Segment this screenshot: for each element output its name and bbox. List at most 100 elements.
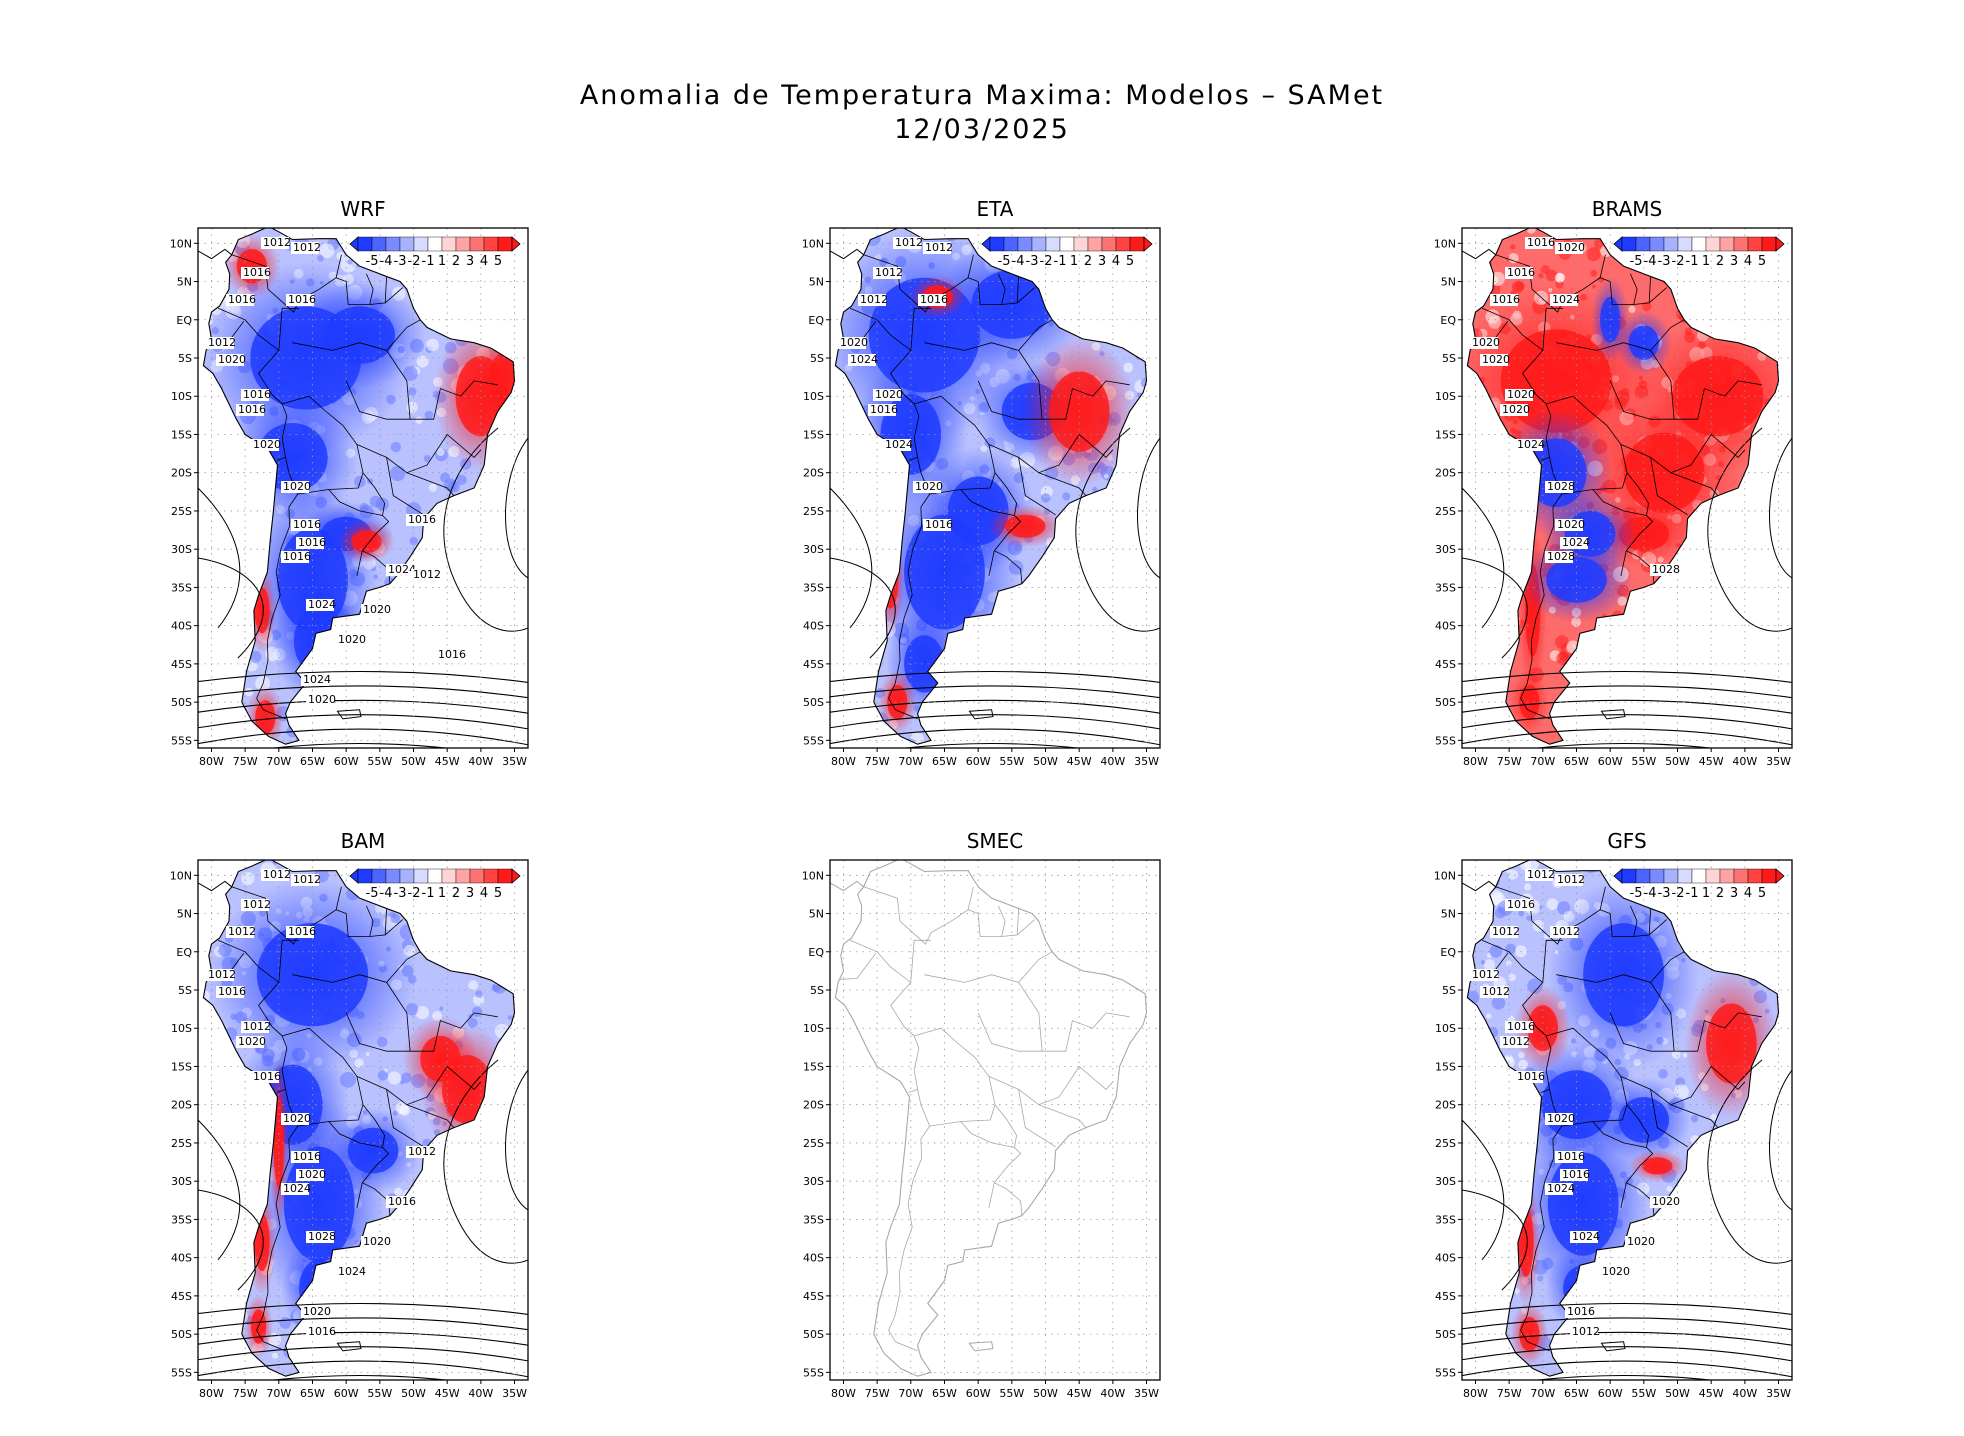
anomaly-speckle [1467, 672, 1468, 678]
lat-label: EQ [1440, 946, 1456, 959]
contour-label: 1016 [1517, 1070, 1545, 1083]
anomaly-speckle [1733, 556, 1744, 567]
anomaly-speckle [1480, 433, 1488, 440]
lat-label: 30S [171, 543, 192, 556]
contour-label: 1020 [238, 1035, 266, 1048]
anomaly-speckle [1573, 719, 1579, 726]
colorbar-label: 1 [438, 254, 446, 269]
anomaly-speckle [1725, 935, 1736, 946]
lon-label: 50W [1665, 1387, 1690, 1400]
anomaly-speckle [1467, 1340, 1473, 1351]
anomaly-speckle [203, 1368, 217, 1377]
anomaly-speckle [1722, 1126, 1737, 1141]
anomaly-speckle [489, 315, 494, 320]
anomaly-speckle [1756, 1236, 1772, 1253]
anomaly-speckle [490, 644, 503, 657]
contour-label-bg [1560, 1169, 1588, 1181]
lat-label: 10S [803, 1022, 824, 1035]
anomaly-speckle [841, 600, 850, 609]
lat-label: 30S [171, 1175, 192, 1188]
anomaly-speckle [460, 1154, 476, 1170]
country-border [1520, 1125, 1563, 1352]
anomaly-speckle [1486, 665, 1499, 679]
anomaly-speckle [1102, 617, 1113, 628]
anomaly-speckle [1526, 502, 1532, 508]
contour-label: 1024 [388, 563, 416, 576]
anomaly-speckle [953, 672, 960, 679]
anomaly-speckle [218, 1209, 232, 1222]
contour-label-bg [216, 354, 244, 366]
lon-label: 40W [1732, 1387, 1757, 1400]
anomaly-speckle [1120, 622, 1133, 635]
country-border [1522, 350, 1552, 461]
anomaly-speckle [347, 672, 362, 687]
anomaly-speckle [1663, 1280, 1671, 1288]
lon-label: 35W [1766, 755, 1791, 768]
anomaly-speckle [470, 591, 479, 600]
anomaly-speckle [227, 1130, 237, 1140]
colorbar-swatch [385, 236, 401, 252]
anomaly-speckle [339, 686, 354, 701]
contour-label: 1020 [303, 1305, 331, 1318]
anomaly-speckle [1489, 944, 1503, 958]
contour-label: 1028 [308, 1230, 336, 1243]
anomaly-speckle [875, 556, 888, 569]
contour-label-bg [336, 1266, 364, 1278]
contour-label: 1016 [438, 648, 466, 661]
contour-label-bg [918, 294, 946, 306]
contour-label-bg [301, 674, 329, 686]
anomaly-speckle [363, 704, 373, 713]
anomaly-speckle [1733, 303, 1745, 314]
isobar-line [268, 742, 451, 748]
anomaly-speckle [258, 1087, 269, 1099]
anomaly-speckle [1715, 1338, 1730, 1352]
anomaly-speckle [835, 656, 839, 667]
anomaly-speckle [244, 687, 254, 697]
anomaly-speckle [1067, 594, 1079, 606]
contour-label: 1024 [283, 1182, 311, 1195]
anomaly-speckle [451, 941, 461, 951]
anomaly-speckle [1132, 285, 1143, 297]
anomaly-speckle [465, 626, 479, 641]
anomaly-speckle [306, 1284, 322, 1299]
colorbar-swatch [1621, 236, 1637, 252]
anomaly-speckle [1592, 284, 1596, 289]
colorbar-label: -3 [1658, 254, 1671, 269]
anomaly-speckle [502, 681, 513, 692]
isobar-line [1707, 427, 1792, 632]
colorbar-label: 1 [1702, 254, 1710, 269]
colorbar-swatch [357, 868, 373, 884]
lat-label: 55S [171, 1366, 192, 1379]
contour-label-bg [286, 926, 314, 938]
anomaly-speckle [1125, 330, 1131, 336]
isobar-line [505, 1069, 528, 1211]
anomaly-speckle [1494, 907, 1506, 919]
anomaly-speckle [511, 924, 515, 937]
contour-label: 1016 [1527, 236, 1555, 249]
warm-anomaly-core [1642, 1157, 1673, 1175]
contour-label-bg [251, 1071, 279, 1083]
anomaly-speckle [1761, 710, 1770, 719]
lat-label: 10S [803, 390, 824, 403]
anomaly-speckle [459, 1176, 469, 1185]
anomaly-speckle [1769, 921, 1774, 926]
anomaly-speckle [456, 302, 472, 318]
anomaly-speckle [844, 228, 860, 244]
isobar-line [443, 427, 528, 632]
cold-anomaly-core [1628, 325, 1659, 360]
anomaly-speckle [241, 872, 255, 886]
anomaly-speckle [1761, 489, 1774, 502]
anomaly-speckle [426, 550, 433, 556]
contour-label-bg [1550, 294, 1578, 306]
panel-smec: SMEC 10N 5N EQ 5S 10S 15S 20S 25S 30S 35S 40S 45S 50S… [802, 829, 1161, 1400]
contour-label-bg [873, 267, 901, 279]
anomaly-speckle [1032, 576, 1037, 582]
anomaly-speckle [1023, 680, 1039, 696]
anomaly-speckle [1617, 686, 1623, 692]
anomaly-speckle [1134, 507, 1145, 518]
anomaly-speckle [852, 408, 858, 414]
country-border [890, 982, 920, 1093]
anomaly-speckle [1769, 904, 1779, 918]
anomaly-speckle [1733, 526, 1749, 542]
anomaly-speckle [494, 1023, 510, 1039]
